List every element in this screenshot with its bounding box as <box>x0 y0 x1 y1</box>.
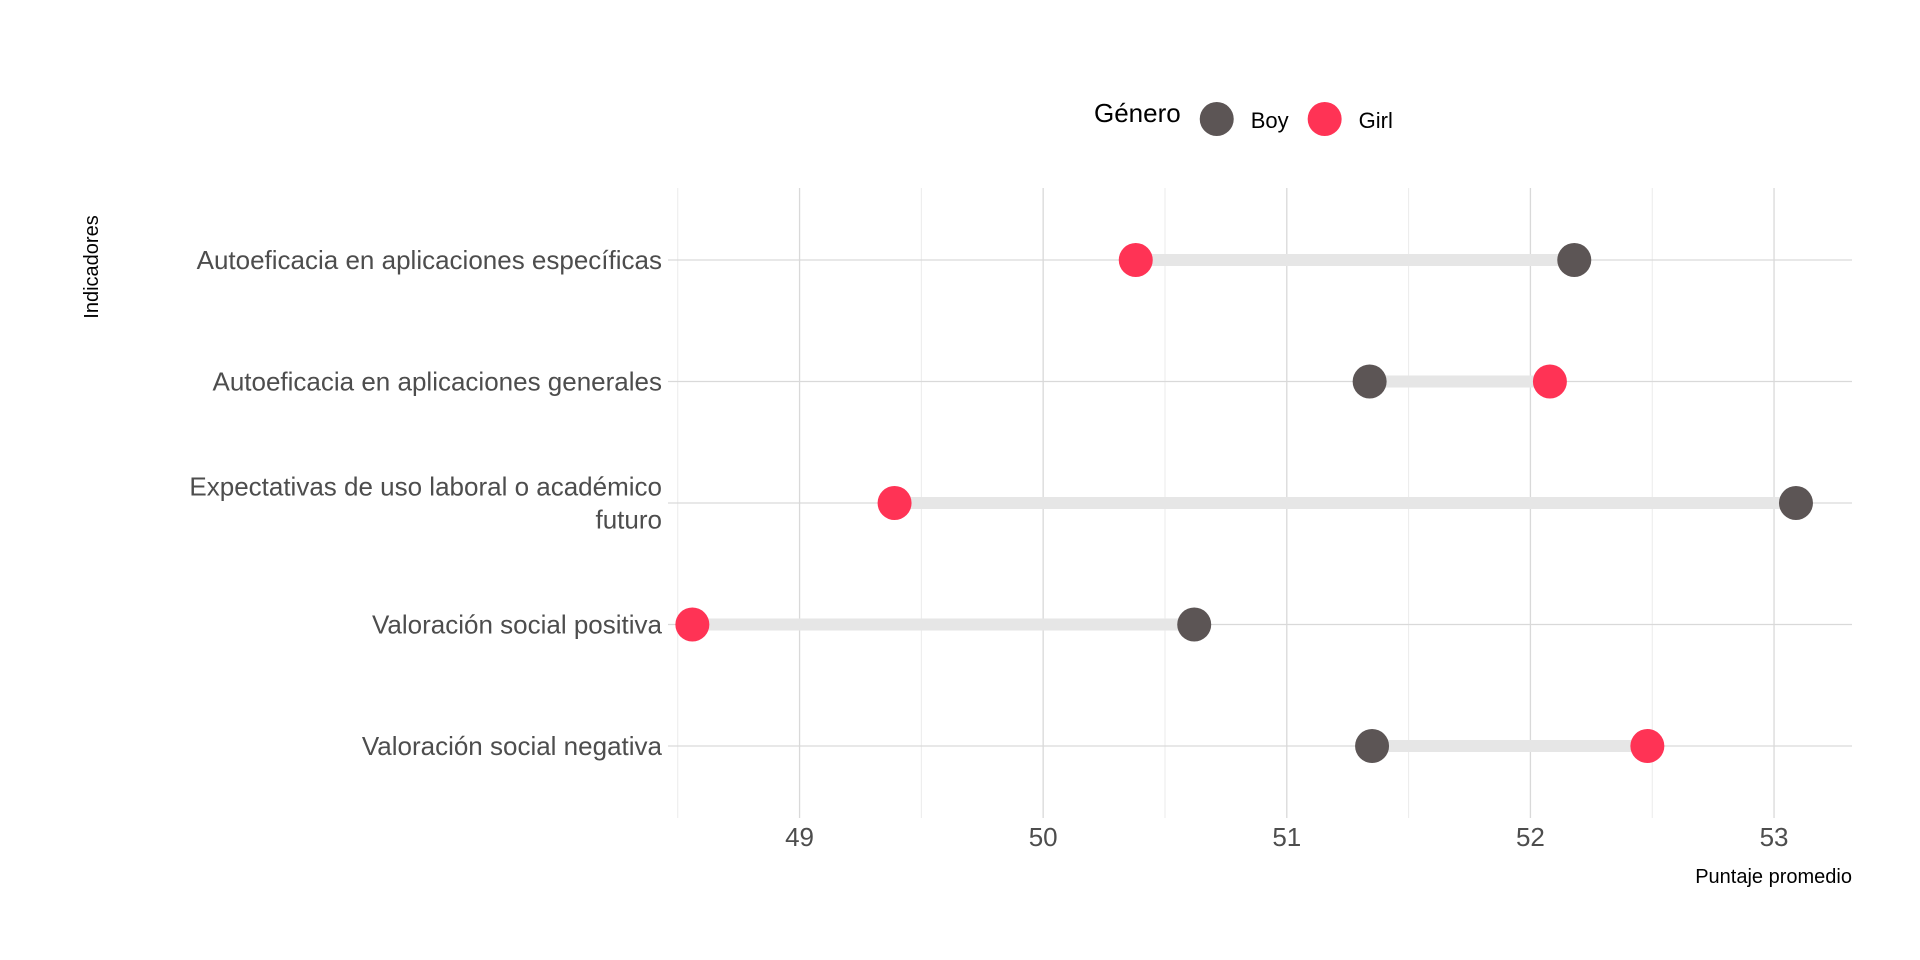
points <box>675 243 1813 763</box>
point-boy <box>1355 729 1390 763</box>
y-tick-label: Autoeficacia en aplicaciones generales <box>212 367 662 397</box>
y-tick-label: Valoración social negativa <box>362 731 663 761</box>
point-boy <box>1352 364 1387 399</box>
point-boy <box>1778 486 1813 520</box>
y-axis-label: Indicadores <box>81 215 103 318</box>
x-tick-labels: 49 50 51 52 53 <box>785 822 1788 852</box>
segments <box>692 254 1796 752</box>
point-girl <box>1532 364 1567 399</box>
legend-label-girl: Girl <box>1359 108 1393 133</box>
x-tick-label: 52 <box>1516 822 1545 852</box>
legend-title: Género <box>1094 98 1181 128</box>
x-tick-label: 53 <box>1760 822 1789 852</box>
legend-label-boy: Boy <box>1251 108 1289 133</box>
point-boy <box>1557 243 1592 277</box>
legend: Género Boy Girl <box>1094 98 1393 136</box>
y-tick-label: Autoeficacia en aplicaciones específicas <box>197 245 662 275</box>
x-tick-label: 51 <box>1272 822 1301 852</box>
y-tick-labels: Autoeficacia en aplicaciones específicas… <box>189 245 662 761</box>
point-boy <box>1177 607 1212 642</box>
legend-key-girl <box>1307 102 1342 136</box>
point-girl <box>1630 729 1665 763</box>
point-girl <box>877 486 912 520</box>
x-axis-label: Puntaje promedio <box>1695 866 1852 888</box>
y-tick-label: Valoración social positiva <box>372 610 663 640</box>
x-tick-label: 50 <box>1029 822 1058 852</box>
y-tick-label: futuro <box>596 505 663 535</box>
point-girl <box>1118 243 1153 277</box>
y-tick-label: Expectativas de uso laboral o académico <box>189 472 662 502</box>
x-tick-label: 49 <box>785 822 814 852</box>
legend-key-boy <box>1199 102 1234 136</box>
point-girl <box>675 607 710 642</box>
